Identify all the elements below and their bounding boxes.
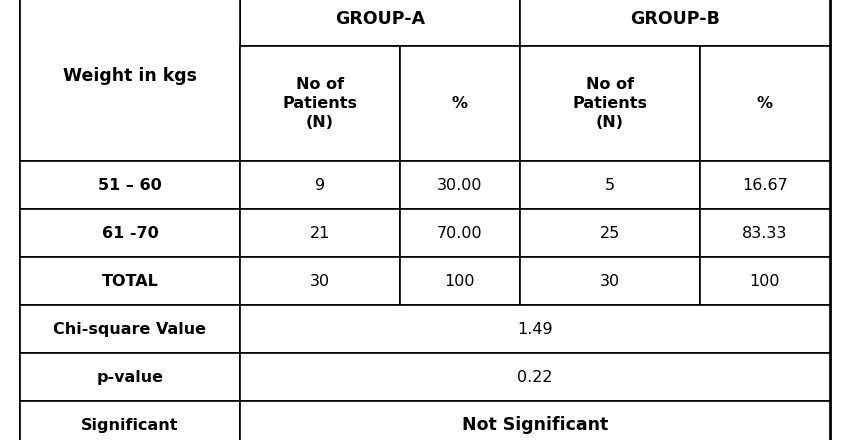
Bar bbox=[240, 161, 400, 209]
Text: 25: 25 bbox=[600, 225, 620, 241]
Text: 30.00: 30.00 bbox=[437, 177, 483, 193]
Bar bbox=[20, 209, 240, 257]
Bar bbox=[520, 0, 830, 46]
Text: Not Significant: Not Significant bbox=[462, 416, 608, 434]
Bar bbox=[520, 257, 700, 305]
Bar bbox=[520, 46, 700, 161]
Text: Significant: Significant bbox=[82, 418, 178, 433]
Text: %: % bbox=[452, 96, 468, 111]
Bar bbox=[240, 0, 520, 46]
Bar bbox=[240, 353, 830, 401]
Bar bbox=[20, 161, 240, 209]
Bar bbox=[400, 161, 520, 209]
Text: %: % bbox=[757, 96, 773, 111]
Text: No of
Patients
(N): No of Patients (N) bbox=[573, 77, 648, 130]
Bar bbox=[20, 305, 240, 353]
Bar bbox=[240, 46, 400, 161]
Bar bbox=[520, 209, 700, 257]
Bar bbox=[700, 209, 830, 257]
Text: GROUP-B: GROUP-B bbox=[630, 10, 720, 27]
Text: No of
Patients
(N): No of Patients (N) bbox=[282, 77, 358, 130]
Text: 9: 9 bbox=[315, 177, 325, 193]
Text: 100: 100 bbox=[750, 274, 780, 289]
Text: p-value: p-value bbox=[97, 370, 163, 385]
Bar bbox=[20, 401, 240, 440]
Text: 70.00: 70.00 bbox=[437, 225, 483, 241]
Bar bbox=[240, 209, 400, 257]
Bar bbox=[240, 257, 400, 305]
Text: TOTAL: TOTAL bbox=[101, 274, 158, 289]
Text: 5: 5 bbox=[605, 177, 615, 193]
Text: Chi-square Value: Chi-square Value bbox=[54, 322, 207, 337]
Bar bbox=[20, 0, 240, 161]
Bar bbox=[520, 161, 700, 209]
Text: 61 -70: 61 -70 bbox=[102, 225, 158, 241]
Bar bbox=[400, 46, 520, 161]
Text: 0.22: 0.22 bbox=[518, 370, 552, 385]
Bar bbox=[20, 257, 240, 305]
Text: 83.33: 83.33 bbox=[742, 225, 788, 241]
Bar bbox=[700, 161, 830, 209]
Text: GROUP-A: GROUP-A bbox=[335, 10, 425, 27]
Text: 30: 30 bbox=[600, 274, 620, 289]
Bar bbox=[700, 257, 830, 305]
Bar bbox=[20, 353, 240, 401]
Text: 21: 21 bbox=[309, 225, 330, 241]
Bar bbox=[240, 401, 830, 440]
Bar bbox=[400, 209, 520, 257]
Text: Weight in kgs: Weight in kgs bbox=[63, 67, 197, 85]
Text: 16.67: 16.67 bbox=[742, 177, 788, 193]
Bar bbox=[700, 46, 830, 161]
Text: 30: 30 bbox=[310, 274, 330, 289]
Bar bbox=[240, 305, 830, 353]
Text: 51 – 60: 51 – 60 bbox=[98, 177, 162, 193]
Bar bbox=[400, 257, 520, 305]
Text: 100: 100 bbox=[445, 274, 475, 289]
Text: 1.49: 1.49 bbox=[517, 322, 552, 337]
